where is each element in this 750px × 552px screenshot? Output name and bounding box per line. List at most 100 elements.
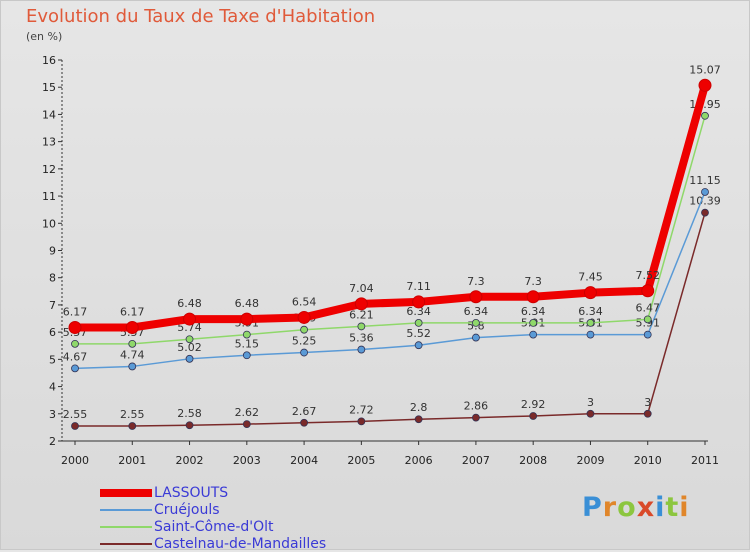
data-point [183, 312, 197, 326]
data-label: 6.34 [464, 305, 489, 318]
y-tick-label: 16 [42, 54, 56, 67]
series-line [71, 81, 709, 332]
x-tick-label: 2006 [405, 454, 433, 467]
data-point [71, 364, 79, 373]
logo-letter: o [617, 492, 637, 523]
data-label: 6.17 [120, 306, 145, 319]
data-point [125, 321, 139, 335]
x-tick-label: 2007 [462, 454, 490, 467]
data-label: 6.17 [63, 306, 88, 319]
data-point [698, 78, 712, 92]
chart-title: Evolution du Taux de Taxe d'Habitation [26, 6, 376, 27]
legend-item-cruejouls: Cruéjouls [100, 501, 326, 518]
data-point [242, 420, 251, 429]
data-point [300, 348, 308, 357]
data-label: 6.48 [177, 297, 202, 310]
data-point [586, 330, 595, 339]
data-point [357, 345, 366, 354]
legend-swatch-saint-come [100, 525, 152, 528]
data-point [185, 421, 194, 430]
data-label: 7.3 [524, 275, 542, 288]
data-label: 6.34 [578, 305, 603, 318]
y-tick-label: 9 [49, 245, 56, 258]
data-point [529, 330, 538, 339]
legend-label-cruejouls: Cruéjouls [154, 501, 220, 518]
legend-label-saint-come: Saint-Côme-d'Olt [154, 518, 274, 535]
data-point [526, 290, 540, 304]
data-point [185, 335, 194, 344]
data-point [242, 330, 251, 339]
y-tick-label: 12 [42, 163, 56, 176]
data-point [414, 415, 423, 424]
data-point [643, 409, 652, 418]
data-label: 5.74 [177, 321, 202, 334]
data-label: 6.34 [406, 305, 431, 318]
data-label: 11.15 [689, 174, 721, 187]
data-label: 7.11 [406, 280, 431, 293]
logo-letter: t [665, 492, 680, 523]
data-point [641, 284, 655, 298]
legend-item-saint-come: Saint-Côme-d'Olt [100, 518, 326, 535]
data-point [185, 354, 194, 363]
data-label: 2.55 [63, 408, 88, 421]
data-label: 2.8 [410, 401, 428, 414]
x-tick-label: 2002 [176, 454, 204, 467]
data-label: 2.86 [464, 400, 489, 413]
data-label: 2.92 [521, 398, 546, 411]
x-tick-label: 2005 [347, 454, 375, 467]
data-label: 3 [587, 396, 594, 409]
y-tick-label: 4 [49, 381, 56, 394]
data-point [354, 297, 368, 311]
y-tick-label: 5 [49, 353, 56, 366]
data-label: 4.74 [120, 348, 145, 361]
data-label: 5.36 [349, 332, 374, 345]
data-point [529, 318, 538, 327]
plot-area [62, 60, 708, 441]
x-tick-label: 2001 [118, 454, 146, 467]
data-point [128, 362, 137, 371]
legend-item-lassouts: LASSOUTS [100, 484, 326, 501]
y-tick-label: 8 [49, 272, 56, 285]
data-point [586, 409, 595, 418]
data-point [469, 290, 483, 304]
y-tick-label: 7 [49, 299, 56, 312]
data-label: 7.52 [635, 269, 660, 282]
series-line [74, 115, 706, 345]
data-point [242, 351, 251, 360]
legend-swatch-lassouts [100, 488, 152, 497]
data-point [357, 417, 366, 426]
legend-label-lassouts: LASSOUTS [154, 484, 229, 501]
data-point [240, 312, 254, 326]
x-tick-label: 2003 [233, 454, 261, 467]
data-point [586, 318, 595, 327]
data-label: 7.45 [578, 271, 603, 284]
data-label: 5.15 [235, 337, 260, 350]
data-label: 6.21 [349, 308, 374, 321]
data-point [128, 422, 137, 430]
y-tick-label: 15 [42, 81, 56, 94]
data-point [71, 339, 79, 348]
data-label: 2.62 [235, 406, 260, 419]
data-label: 2.67 [292, 405, 317, 418]
logo-letter: x [636, 492, 656, 523]
data-label: 2.72 [349, 403, 374, 416]
data-point [128, 339, 137, 348]
legend-label-castelnau: Castelnau-de-Mandailles [154, 535, 327, 552]
data-label: 6.34 [521, 305, 546, 318]
data-label: 6.48 [235, 297, 260, 310]
data-point [300, 418, 308, 427]
data-label: 5.02 [177, 341, 202, 354]
data-label: 3 [644, 396, 651, 409]
data-point [643, 330, 652, 339]
data-point [701, 111, 709, 120]
legend-item-castelnau: Castelnau-de-Mandailles [100, 535, 326, 552]
data-label: 6.47 [635, 301, 660, 314]
x-tick-label: 2009 [576, 454, 604, 467]
data-point [414, 341, 423, 350]
proxiti-logo: Proxiti [582, 492, 690, 523]
data-point [643, 315, 652, 324]
data-point [472, 318, 480, 327]
data-point [701, 208, 709, 217]
y-tick-label: 11 [42, 190, 56, 203]
